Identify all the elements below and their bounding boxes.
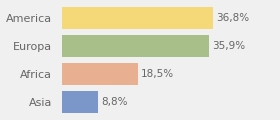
Text: 8,8%: 8,8% bbox=[101, 97, 127, 107]
Text: 35,9%: 35,9% bbox=[212, 41, 246, 51]
Bar bbox=[62, 91, 98, 113]
Bar bbox=[62, 63, 137, 85]
Text: 18,5%: 18,5% bbox=[141, 69, 174, 79]
Bar bbox=[62, 7, 213, 29]
Text: 36,8%: 36,8% bbox=[216, 13, 249, 23]
Bar bbox=[62, 35, 209, 57]
